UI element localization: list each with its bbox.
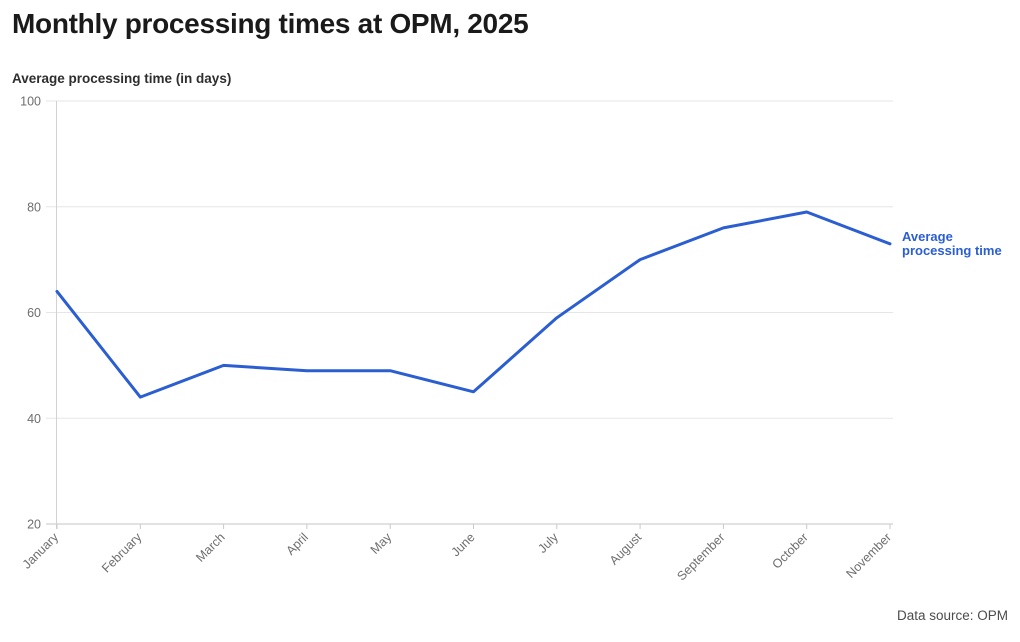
- x-tick-label: February: [99, 530, 145, 576]
- x-tick-label: January: [20, 530, 62, 572]
- y-tick-label: 40: [27, 412, 41, 426]
- x-tick-label: March: [193, 530, 227, 564]
- y-tick-label: 20: [27, 518, 41, 532]
- x-tick-label: May: [368, 530, 395, 557]
- x-tick-label: November: [843, 530, 894, 581]
- y-axis-title: Average processing time (in days): [12, 71, 232, 86]
- x-tick-label: September: [674, 530, 727, 583]
- y-tick-label: 60: [27, 306, 41, 320]
- chart-title: Monthly processing times at OPM, 2025: [12, 8, 529, 39]
- y-tick-label: 80: [27, 200, 41, 214]
- x-tick-label: October: [769, 530, 810, 571]
- y-tick-label: 100: [20, 95, 41, 109]
- x-tick-label: April: [283, 530, 311, 558]
- x-tick-label: August: [607, 530, 645, 568]
- x-tick-label: July: [535, 530, 561, 556]
- series-line: [55, 210, 892, 399]
- x-tick-label: June: [449, 530, 478, 559]
- series-label: Average processing time: [902, 229, 1002, 258]
- data-source: Data source: OPM: [896, 608, 1008, 623]
